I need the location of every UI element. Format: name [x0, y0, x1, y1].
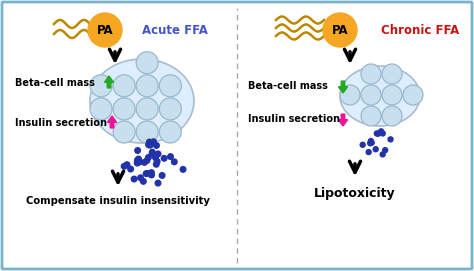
Circle shape [382, 64, 402, 84]
Circle shape [361, 85, 381, 105]
Circle shape [159, 98, 181, 120]
Circle shape [379, 129, 383, 134]
Text: Acute FFA: Acute FFA [142, 24, 208, 37]
Circle shape [361, 64, 381, 84]
Text: Chronic FFA: Chronic FFA [381, 24, 459, 37]
FancyBboxPatch shape [2, 2, 472, 269]
Circle shape [90, 98, 112, 120]
Circle shape [161, 156, 167, 161]
Text: PA: PA [332, 24, 348, 37]
Circle shape [147, 142, 153, 148]
Circle shape [380, 131, 385, 136]
Circle shape [382, 85, 402, 105]
Circle shape [155, 159, 160, 164]
Circle shape [382, 106, 402, 126]
Circle shape [136, 121, 158, 143]
Circle shape [361, 106, 381, 126]
Circle shape [135, 157, 140, 163]
Polygon shape [338, 114, 347, 126]
Circle shape [154, 162, 159, 167]
Circle shape [135, 160, 140, 166]
Circle shape [388, 137, 393, 142]
Ellipse shape [340, 66, 420, 126]
Circle shape [369, 140, 374, 145]
Text: Lipotoxicity: Lipotoxicity [314, 186, 396, 199]
Circle shape [137, 159, 143, 165]
Circle shape [172, 159, 177, 165]
Circle shape [368, 138, 374, 144]
Circle shape [154, 143, 159, 148]
Text: Insulin secretion: Insulin secretion [248, 114, 340, 124]
Circle shape [149, 151, 155, 157]
Circle shape [149, 170, 154, 175]
Circle shape [180, 167, 186, 172]
Circle shape [136, 156, 141, 162]
Ellipse shape [90, 59, 194, 143]
Circle shape [138, 175, 143, 180]
Circle shape [155, 180, 161, 186]
Circle shape [136, 52, 158, 74]
Text: Beta-cell mass: Beta-cell mass [15, 78, 95, 88]
Circle shape [141, 179, 146, 184]
Circle shape [151, 139, 156, 144]
Circle shape [368, 141, 373, 146]
Circle shape [340, 85, 360, 105]
Circle shape [113, 75, 135, 97]
Circle shape [144, 158, 150, 163]
Circle shape [146, 139, 152, 145]
Polygon shape [338, 81, 347, 93]
Circle shape [136, 75, 158, 97]
Circle shape [149, 149, 155, 155]
Circle shape [143, 171, 149, 176]
Circle shape [159, 75, 181, 97]
Circle shape [113, 98, 135, 120]
Circle shape [153, 155, 158, 160]
Circle shape [383, 148, 388, 153]
Circle shape [155, 151, 161, 157]
Circle shape [380, 152, 385, 157]
Circle shape [128, 166, 133, 172]
Text: Insulin secretion: Insulin secretion [15, 118, 107, 128]
Circle shape [159, 173, 165, 178]
Circle shape [121, 163, 127, 169]
Circle shape [323, 13, 357, 47]
Circle shape [366, 150, 371, 154]
Text: Beta-cell mass: Beta-cell mass [248, 81, 328, 91]
Circle shape [146, 155, 151, 160]
Circle shape [145, 171, 150, 176]
Circle shape [159, 121, 181, 143]
Circle shape [146, 142, 151, 147]
Circle shape [403, 85, 423, 105]
Circle shape [149, 172, 155, 178]
Circle shape [90, 75, 112, 97]
Text: PA: PA [97, 24, 113, 37]
Circle shape [360, 142, 365, 147]
Circle shape [88, 13, 122, 47]
Circle shape [131, 176, 137, 182]
Circle shape [113, 121, 135, 143]
Polygon shape [108, 116, 117, 128]
Polygon shape [104, 76, 114, 88]
Circle shape [135, 148, 140, 153]
Circle shape [136, 98, 158, 120]
Text: Compensate insulin insensitivity: Compensate insulin insensitivity [26, 196, 210, 206]
Circle shape [142, 160, 147, 165]
Circle shape [375, 131, 381, 136]
Circle shape [168, 154, 173, 159]
Circle shape [374, 131, 379, 136]
Circle shape [373, 147, 378, 152]
Circle shape [124, 162, 130, 167]
